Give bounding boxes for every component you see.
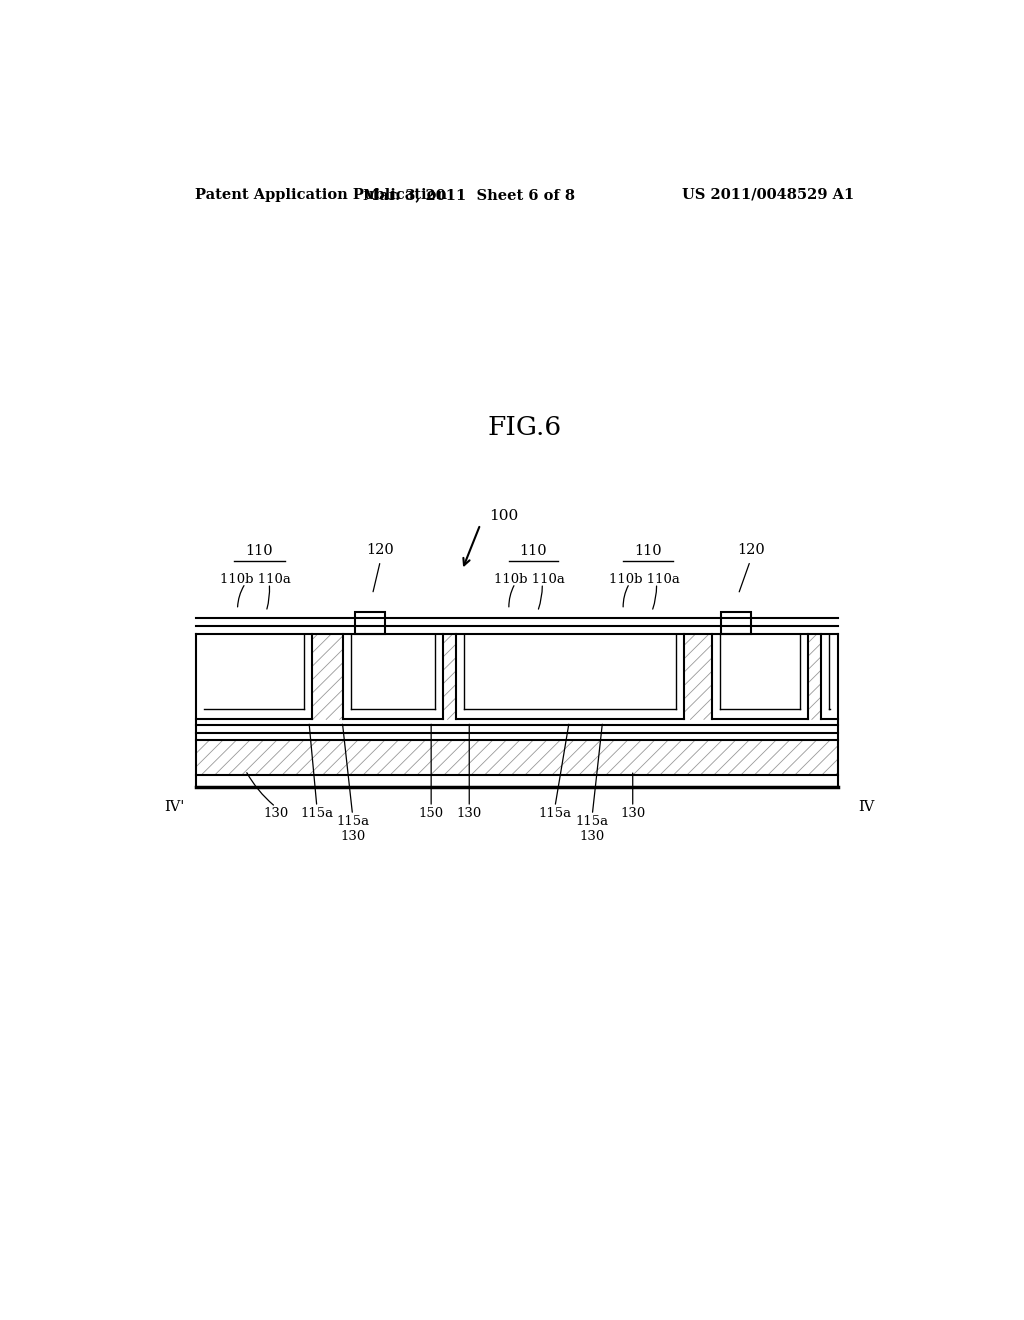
Text: IV: IV [858, 800, 874, 814]
Text: 110b 110a: 110b 110a [220, 573, 291, 586]
Bar [197, 739, 839, 775]
Bar [197, 634, 312, 719]
Text: 130: 130 [340, 830, 366, 843]
Text: 115a: 115a [300, 807, 334, 820]
Text: 110: 110 [245, 544, 272, 558]
Bar [828, 634, 830, 709]
Text: 150: 150 [419, 807, 443, 820]
Text: 120: 120 [367, 543, 394, 557]
Bar [720, 634, 800, 709]
Bar [197, 618, 839, 787]
Bar [204, 634, 304, 709]
Bar [712, 634, 808, 719]
Text: 100: 100 [489, 510, 518, 523]
Text: Patent Application Publication: Patent Application Publication [196, 187, 447, 202]
Bar [456, 634, 684, 719]
Bar [355, 611, 385, 634]
Text: FIG.6: FIG.6 [487, 416, 562, 441]
Text: 110b 110a: 110b 110a [609, 573, 680, 586]
Text: 110: 110 [634, 544, 662, 558]
Bar [821, 634, 839, 719]
Text: Mar. 3, 2011  Sheet 6 of 8: Mar. 3, 2011 Sheet 6 of 8 [364, 187, 575, 202]
Text: 115a: 115a [539, 807, 571, 820]
Text: 115a: 115a [336, 814, 369, 828]
Text: 115a: 115a [575, 814, 609, 828]
Text: 120: 120 [737, 543, 765, 557]
Bar [351, 634, 435, 709]
Text: 130: 130 [457, 807, 482, 820]
Text: 110b 110a: 110b 110a [495, 573, 565, 586]
Text: 130: 130 [621, 807, 645, 820]
Text: IV': IV' [164, 800, 184, 814]
Bar [464, 634, 676, 709]
Text: 130: 130 [263, 807, 288, 820]
Text: US 2011/0048529 A1: US 2011/0048529 A1 [682, 187, 854, 202]
Text: 110: 110 [519, 544, 547, 558]
Text: 130: 130 [580, 830, 605, 843]
Bar [343, 634, 443, 719]
Bar [721, 611, 751, 634]
